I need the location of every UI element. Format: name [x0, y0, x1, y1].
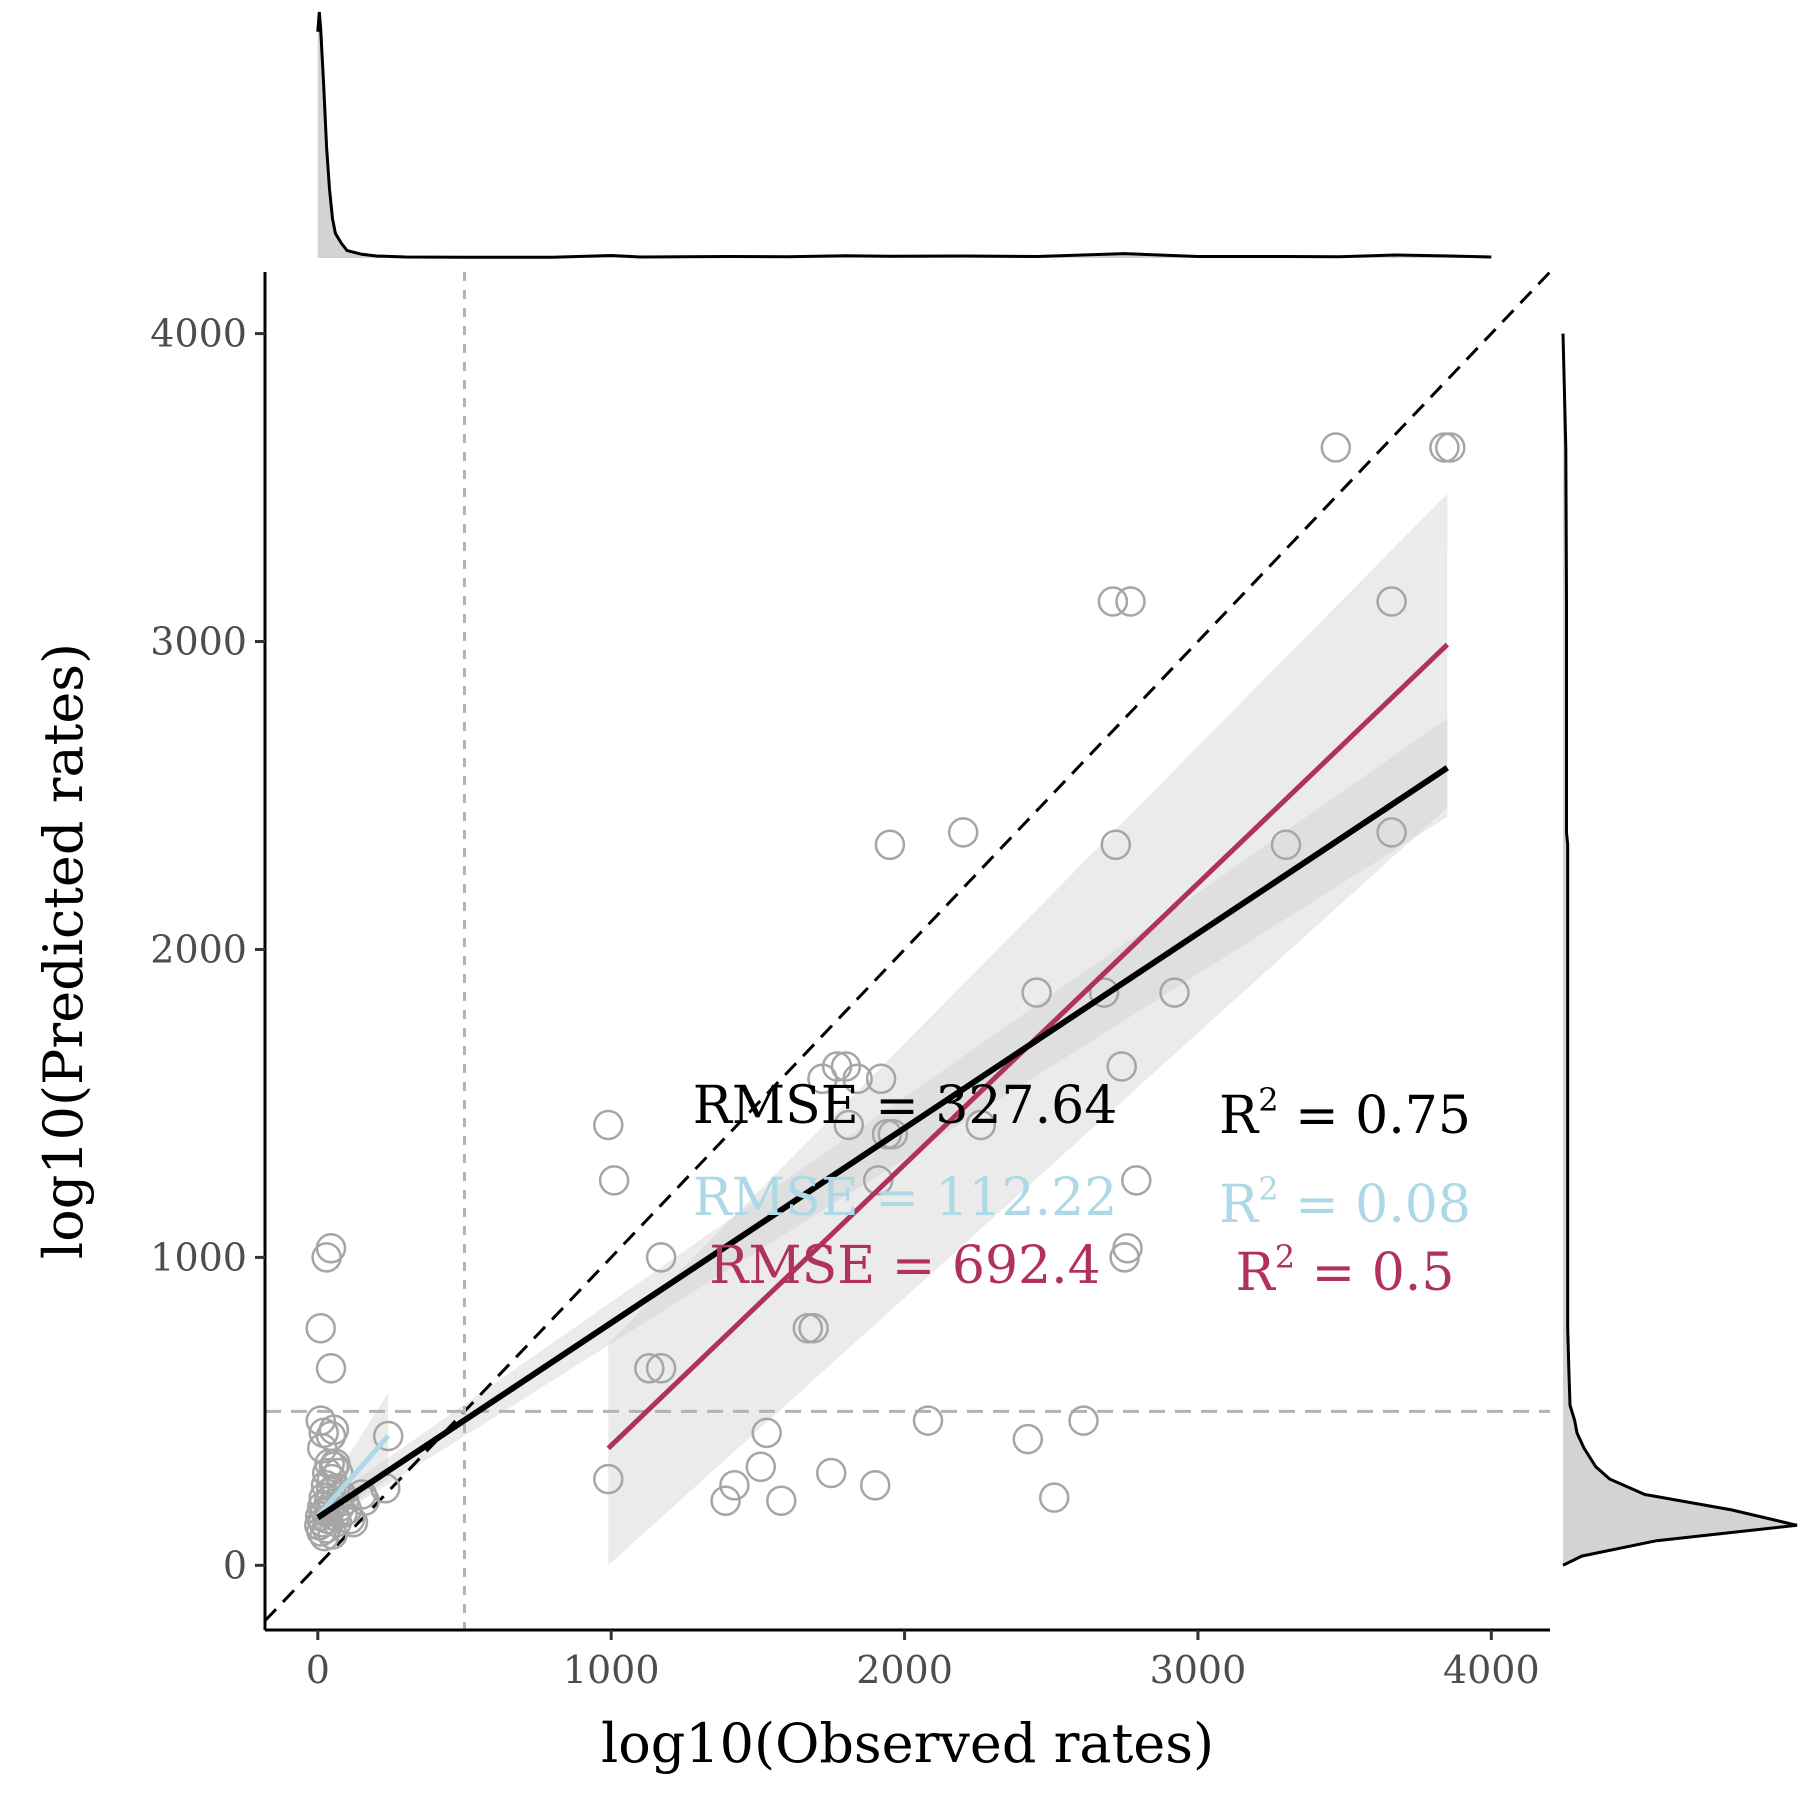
- rmse-label: RMSE = 692.4: [709, 1236, 1100, 1296]
- data-point: [862, 1165, 894, 1196]
- rmse-label: RMSE = 327.64: [693, 1076, 1118, 1136]
- x-tick-label: 2000: [856, 1648, 953, 1692]
- data-point: [1100, 829, 1132, 861]
- data-point: [593, 1109, 624, 1141]
- data-point: [912, 1405, 944, 1436]
- ribbon-high: [608, 493, 1448, 1566]
- r2-label: R2 = 0.75: [1219, 1081, 1471, 1146]
- data-point: [315, 1232, 347, 1264]
- data-point: [877, 1118, 909, 1150]
- data-point: [1109, 1242, 1140, 1273]
- fit-line-low: [315, 1434, 391, 1518]
- data-point: [815, 1457, 847, 1489]
- data-point: [1159, 977, 1190, 1008]
- data-point: [1115, 586, 1146, 617]
- x-tick-label: 0: [306, 1648, 330, 1692]
- data-point: [719, 1470, 750, 1501]
- data-point: [1088, 977, 1120, 1008]
- r2-superscript: 2: [1258, 1170, 1278, 1208]
- x-tick-label: 1000: [563, 1648, 660, 1692]
- data-point: [634, 1353, 665, 1384]
- data-point: [598, 1165, 630, 1196]
- data-point: [645, 1242, 677, 1273]
- data-point: [865, 1063, 897, 1095]
- right-density-fill: [1563, 333, 1797, 1566]
- data-point: [1106, 1051, 1137, 1082]
- y-tick-label: 1000: [150, 1235, 247, 1279]
- data-point: [318, 1414, 350, 1446]
- fit-lines: [315, 642, 1450, 1521]
- y-tick-label: 4000: [150, 312, 247, 356]
- data-point: [1270, 829, 1302, 861]
- data-point: [1320, 432, 1352, 463]
- r2-value: = 0.5: [1295, 1243, 1454, 1303]
- x-tick-label: 3000: [1150, 1648, 1247, 1692]
- data-point: [710, 1485, 741, 1516]
- data-point: [965, 1109, 997, 1141]
- r2-label: R2 = 0.5: [1236, 1238, 1455, 1303]
- scatter-points: [304, 432, 1466, 1552]
- x-tick-label: 4000: [1443, 1648, 1540, 1692]
- r2-superscript: 2: [1275, 1238, 1295, 1276]
- data-point: [1435, 432, 1466, 463]
- data-point: [1121, 1165, 1152, 1196]
- axes: 0 1000 2000 3000 4000 0 1000 2000 3000 4000: [150, 272, 1550, 1692]
- top-density-curve: [316, 11, 1492, 259]
- data-point: [372, 1420, 404, 1452]
- data-point: [874, 829, 906, 861]
- data-point: [1021, 977, 1052, 1008]
- r2-symbol: R: [1219, 1175, 1260, 1235]
- fit-line-overall: [316, 765, 1449, 1521]
- data-point: [593, 1463, 624, 1495]
- data-point: [305, 1312, 336, 1344]
- data-point: [766, 1485, 797, 1516]
- data-point: [859, 1470, 891, 1501]
- y-axis-title: log10(Predicted rates): [32, 643, 95, 1259]
- right-density-curve: [1561, 333, 1798, 1567]
- right-marginal-density: [1561, 333, 1798, 1567]
- data-point: [830, 1051, 862, 1082]
- top-marginal-density: [316, 11, 1492, 259]
- y-tick-label: 2000: [150, 927, 247, 971]
- y-tick-label: 3000: [150, 620, 247, 664]
- data-point: [1376, 817, 1407, 848]
- y-tick-label: 0: [223, 1543, 247, 1587]
- data-point: [745, 1451, 777, 1483]
- data-point: [645, 1353, 677, 1384]
- r2-label: R2 = 0.08: [1219, 1170, 1471, 1235]
- data-point: [798, 1312, 829, 1344]
- r2-superscript: 2: [1258, 1081, 1278, 1119]
- data-point: [842, 1063, 873, 1095]
- x-axis-title: log10(Observed rates): [601, 1712, 1214, 1775]
- data-point: [1376, 586, 1407, 617]
- r2-value: = 0.75: [1279, 1086, 1471, 1146]
- data-point: [320, 1448, 351, 1479]
- data-point: [1429, 432, 1460, 463]
- data-point: [1112, 1232, 1143, 1264]
- r2-symbol: R: [1219, 1086, 1260, 1146]
- rmse-label: RMSE = 112.22: [693, 1168, 1118, 1228]
- data-point: [1038, 1482, 1070, 1513]
- data-point: [1068, 1405, 1099, 1436]
- data-point: [833, 1109, 865, 1141]
- data-point: [1012, 1423, 1044, 1455]
- r2-symbol: R: [1236, 1243, 1277, 1303]
- data-point: [315, 1353, 347, 1384]
- data-point: [1097, 586, 1129, 617]
- data-point: [751, 1417, 782, 1449]
- top-density-fill: [317, 12, 1492, 258]
- data-point: [947, 817, 979, 848]
- r2-value: = 0.08: [1279, 1175, 1471, 1235]
- identity-line: [265, 270, 1550, 1622]
